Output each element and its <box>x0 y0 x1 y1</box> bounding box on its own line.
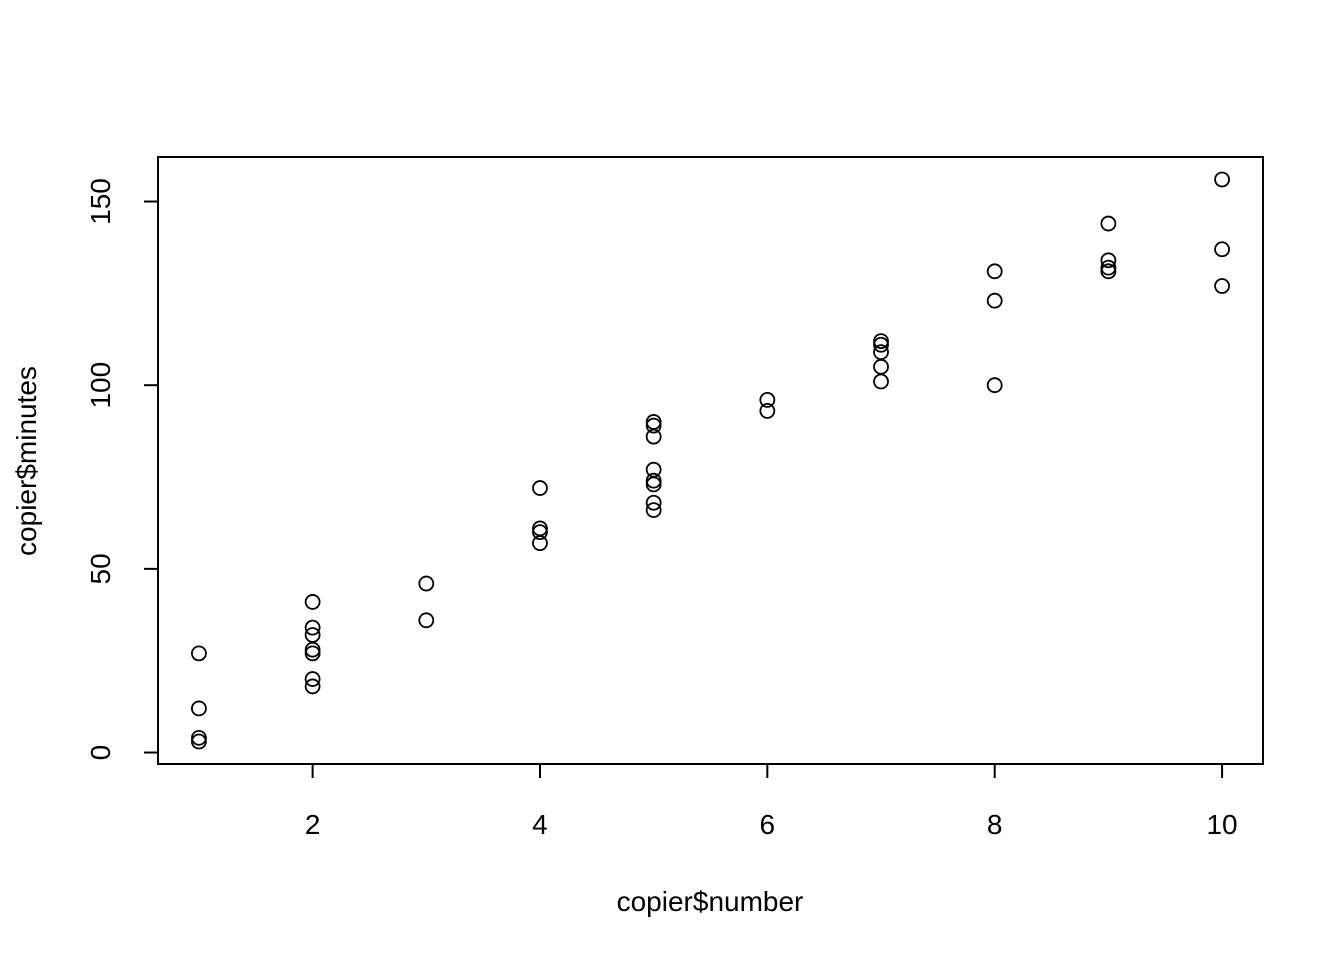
data-point <box>645 428 662 445</box>
data-point <box>304 619 321 636</box>
y-tick-label: 100 <box>85 362 116 409</box>
data-point <box>191 700 207 717</box>
data-point <box>873 333 889 350</box>
data-point <box>1100 215 1117 232</box>
data-point <box>1100 259 1117 276</box>
data-point <box>304 594 321 610</box>
y-axis-label: copier$minutes <box>11 366 42 556</box>
x-tick-label: 6 <box>760 809 776 840</box>
y-tick-label: 0 <box>85 745 116 761</box>
data-point <box>986 263 1003 280</box>
data-point <box>873 336 889 353</box>
x-axis-label: copier$number <box>617 886 804 917</box>
data-point <box>1100 263 1117 280</box>
data-point <box>1214 241 1230 258</box>
data-point <box>759 403 776 419</box>
data-point <box>418 612 435 629</box>
data-point <box>645 472 662 489</box>
data-point <box>304 671 321 687</box>
x-axis: 2 4 6 8 10 <box>305 763 1238 840</box>
data-point <box>645 502 662 518</box>
data-point <box>191 645 207 662</box>
y-tick-label: 50 <box>85 553 116 584</box>
data-point <box>873 373 889 390</box>
data-point <box>191 733 207 750</box>
data-point <box>1100 252 1117 269</box>
x-tick-label: 2 <box>305 809 321 840</box>
data-point <box>1214 171 1230 188</box>
data-point <box>418 575 435 592</box>
y-axis: 0 50 100 150 <box>85 178 159 761</box>
data-point <box>986 292 1003 309</box>
data-point <box>645 417 662 434</box>
data-point <box>304 645 321 662</box>
plot-frame <box>157 156 1264 765</box>
data-point <box>304 641 321 658</box>
data-point <box>873 358 889 375</box>
data-points <box>191 171 1230 750</box>
data-point <box>532 535 548 552</box>
data-point <box>645 494 662 511</box>
x-tick-label: 10 <box>1206 809 1237 840</box>
data-point <box>304 678 321 695</box>
data-point <box>986 377 1003 394</box>
y-tick-label: 150 <box>85 178 116 225</box>
data-point <box>532 480 548 496</box>
data-point <box>1214 278 1230 294</box>
data-point <box>645 476 662 493</box>
x-tick-label: 8 <box>987 809 1003 840</box>
data-point <box>759 391 776 408</box>
x-tick-label: 4 <box>532 809 548 840</box>
data-point <box>191 729 207 746</box>
data-point <box>532 524 548 541</box>
